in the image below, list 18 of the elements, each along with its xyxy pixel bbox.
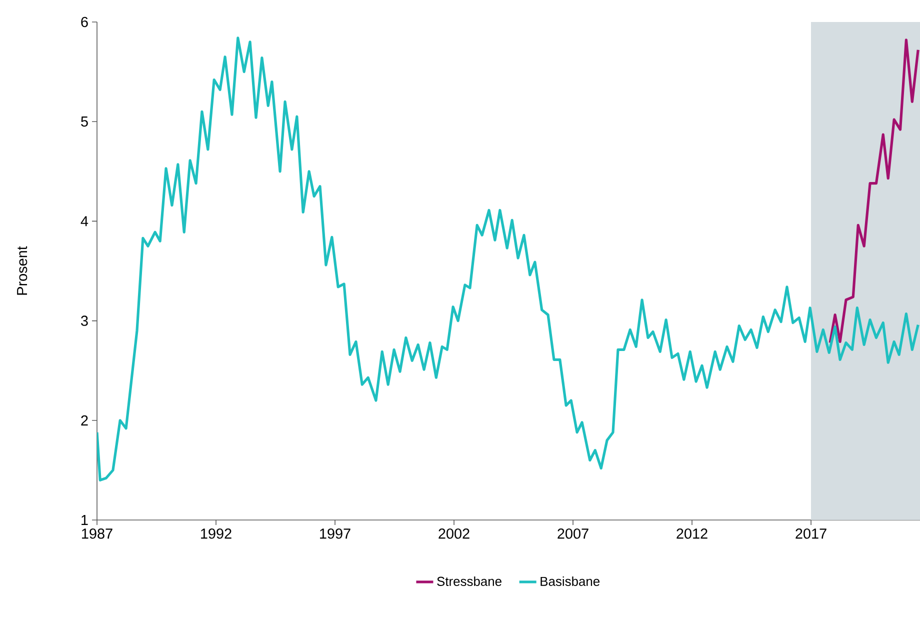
y-tick-label: 1 [82, 515, 88, 525]
x-tick-label: 2017 [796, 528, 826, 539]
legend-label: Stressbane [437, 576, 502, 586]
y-tick-label: 2 [81, 415, 88, 426]
x-tick-label: 1987 [82, 528, 112, 539]
y-tick-label: 6 [81, 16, 88, 28]
y-tick-label: 3 [81, 316, 88, 326]
line-series [828, 38, 920, 344]
y-axis-title: Prosent [17, 246, 28, 295]
x-tick-label: 1992 [201, 528, 232, 539]
x-tick-label: 2002 [438, 528, 470, 539]
x-tick-label: 2012 [676, 528, 708, 539]
y-tick-label: 5 [81, 116, 88, 127]
x-tick-label: 1997 [320, 528, 350, 539]
y-tick-label: 4 [80, 216, 88, 226]
line-series [97, 36, 920, 482]
legend-label: Basisbane [540, 576, 600, 586]
x-tick-label: 2007 [558, 528, 588, 539]
